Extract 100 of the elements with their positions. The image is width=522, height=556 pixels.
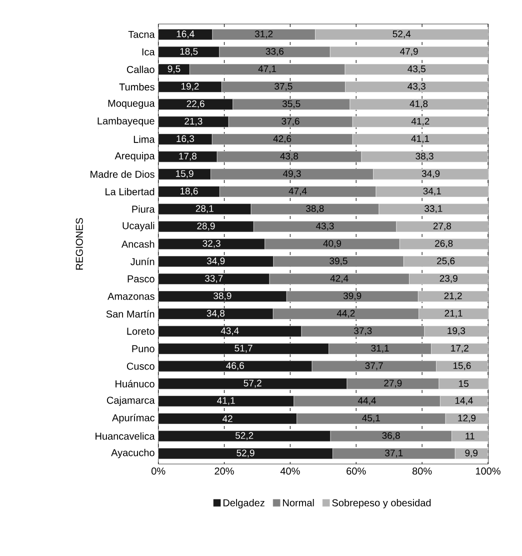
y-tick-label: Tacna (128, 30, 155, 38)
data-label: 36,8 (382, 432, 400, 440)
y-tick-label: Piura (132, 205, 155, 213)
data-label: 31,2 (254, 30, 272, 38)
data-label: 15,9 (176, 170, 194, 178)
data-label: 34,8 (206, 310, 224, 318)
y-tick-label: La Libertad (105, 188, 154, 196)
data-label: 34,9 (422, 170, 440, 178)
data-label: 9,9 (465, 450, 478, 458)
data-label: 9,5 (168, 65, 180, 74)
y-tick-label: Huánuco (115, 380, 154, 388)
legend-label: Sobrepeso y obesidad (332, 499, 430, 508)
data-label: 41,8 (410, 100, 428, 108)
data-label: 31,1 (371, 344, 389, 353)
data-label: 25,6 (436, 258, 454, 266)
data-label: 44,4 (358, 397, 376, 406)
data-label: 23,9 (440, 274, 458, 283)
data-label: 51,7 (234, 344, 252, 353)
data-label: 41,1 (216, 397, 235, 406)
data-label: 16,4 (176, 30, 194, 38)
y-tick-label: Apurímac (112, 414, 154, 424)
data-label: 32,3 (202, 240, 220, 248)
data-label: 37,6 (281, 118, 300, 126)
data-label: 43,4 (220, 327, 239, 336)
data-label: 22,6 (186, 100, 204, 108)
data-label: 33,1 (424, 205, 442, 214)
x-tick-label: 60% (346, 468, 366, 475)
data-label: 14,4 (455, 397, 473, 406)
data-label: 21,1 (444, 310, 462, 318)
data-label: 18,6 (180, 188, 198, 196)
x-tick-label: 80% (412, 468, 432, 475)
legend-label: Normal (282, 499, 314, 506)
data-label: 21,2 (444, 292, 462, 300)
data-label: 41,2 (411, 118, 430, 126)
data-label: 38,9 (213, 292, 232, 300)
y-tick-label: Lima (134, 136, 155, 143)
data-label: 43,3 (407, 82, 426, 91)
data-label: 47,4 (288, 188, 307, 196)
data-label: 39,9 (343, 292, 361, 300)
y-tick-label: Ica (142, 48, 155, 56)
data-label: 19,3 (448, 327, 465, 336)
data-label: 21,3 (184, 118, 202, 126)
y-tick-label: Moquegua (108, 100, 155, 109)
data-label: 38,3 (416, 152, 434, 161)
x-tick-label: 0% (151, 468, 166, 475)
data-label: 57,2 (244, 380, 262, 388)
data-label: 37,1 (384, 450, 403, 458)
y-tick-label: Cajamarca (106, 396, 155, 406)
data-label: 43,5 (407, 65, 426, 74)
data-label: 46,6 (226, 362, 244, 370)
data-label: 15,6 (453, 362, 471, 370)
data-label: 28,9 (197, 222, 215, 230)
data-label: 37,3 (354, 327, 372, 336)
data-label: 42 (222, 415, 232, 422)
x-tick-label: 20% (214, 468, 234, 475)
data-label: 40,9 (323, 240, 341, 248)
data-label: 16,3 (176, 135, 194, 144)
data-label: 52,2 (235, 432, 253, 440)
y-tick-label: Tumbes (119, 83, 154, 91)
x-tick-label: 40% (280, 468, 300, 475)
data-label: 17,2 (450, 344, 468, 353)
data-label: 27,8 (433, 222, 451, 230)
data-label: 38,8 (306, 205, 324, 214)
y-tick-label: Madre de Dios (90, 170, 154, 178)
data-label: 43,8 (280, 152, 298, 161)
data-label: 15 (458, 380, 468, 387)
y-tick-label: Ancash (121, 240, 154, 248)
data-label: 11 (466, 432, 474, 440)
y-tick-label: Ucayali (122, 222, 154, 232)
y-tick-label: Amazonas (107, 292, 154, 300)
data-label: 42,6 (273, 135, 291, 144)
data-label: 35,5 (282, 100, 300, 108)
x-tick-label: 100% (476, 468, 500, 475)
data-label: 28,1 (196, 205, 214, 214)
data-label: 27,9 (384, 380, 402, 388)
y-tick-label: San Martín (106, 310, 154, 318)
data-label: 34,9 (206, 258, 224, 266)
y-tick-label: Loreto (127, 328, 154, 335)
data-label: 37,5 (274, 82, 292, 91)
data-label: 37,7 (365, 362, 383, 370)
data-label: 34,1 (423, 188, 441, 196)
data-label: 39,5 (329, 258, 348, 266)
data-label: 42,4 (330, 274, 348, 283)
data-label: 12,9 (458, 414, 476, 423)
y-tick-label: Cusco (126, 362, 154, 370)
y-axis-title: REGIONES (76, 218, 83, 270)
y-tick-label: Ayacucho (110, 448, 154, 458)
y-tick-label: Huancavelica (95, 432, 155, 440)
data-label: 43,3 (316, 222, 334, 230)
y-tick-label: Lambayeque (98, 117, 154, 126)
data-label: 26,8 (434, 240, 453, 248)
data-label: 33,7 (204, 274, 223, 283)
data-label: 47,1 (258, 66, 276, 74)
data-label: 52,9 (236, 450, 254, 458)
data-label: 52,4 (392, 30, 410, 38)
data-label: 17,8 (179, 152, 196, 161)
data-label: 19,2 (181, 82, 199, 91)
y-tick-label: Puno (132, 345, 154, 352)
y-tick-label: Arequipa (114, 152, 155, 162)
data-label: 47,9 (400, 48, 418, 56)
